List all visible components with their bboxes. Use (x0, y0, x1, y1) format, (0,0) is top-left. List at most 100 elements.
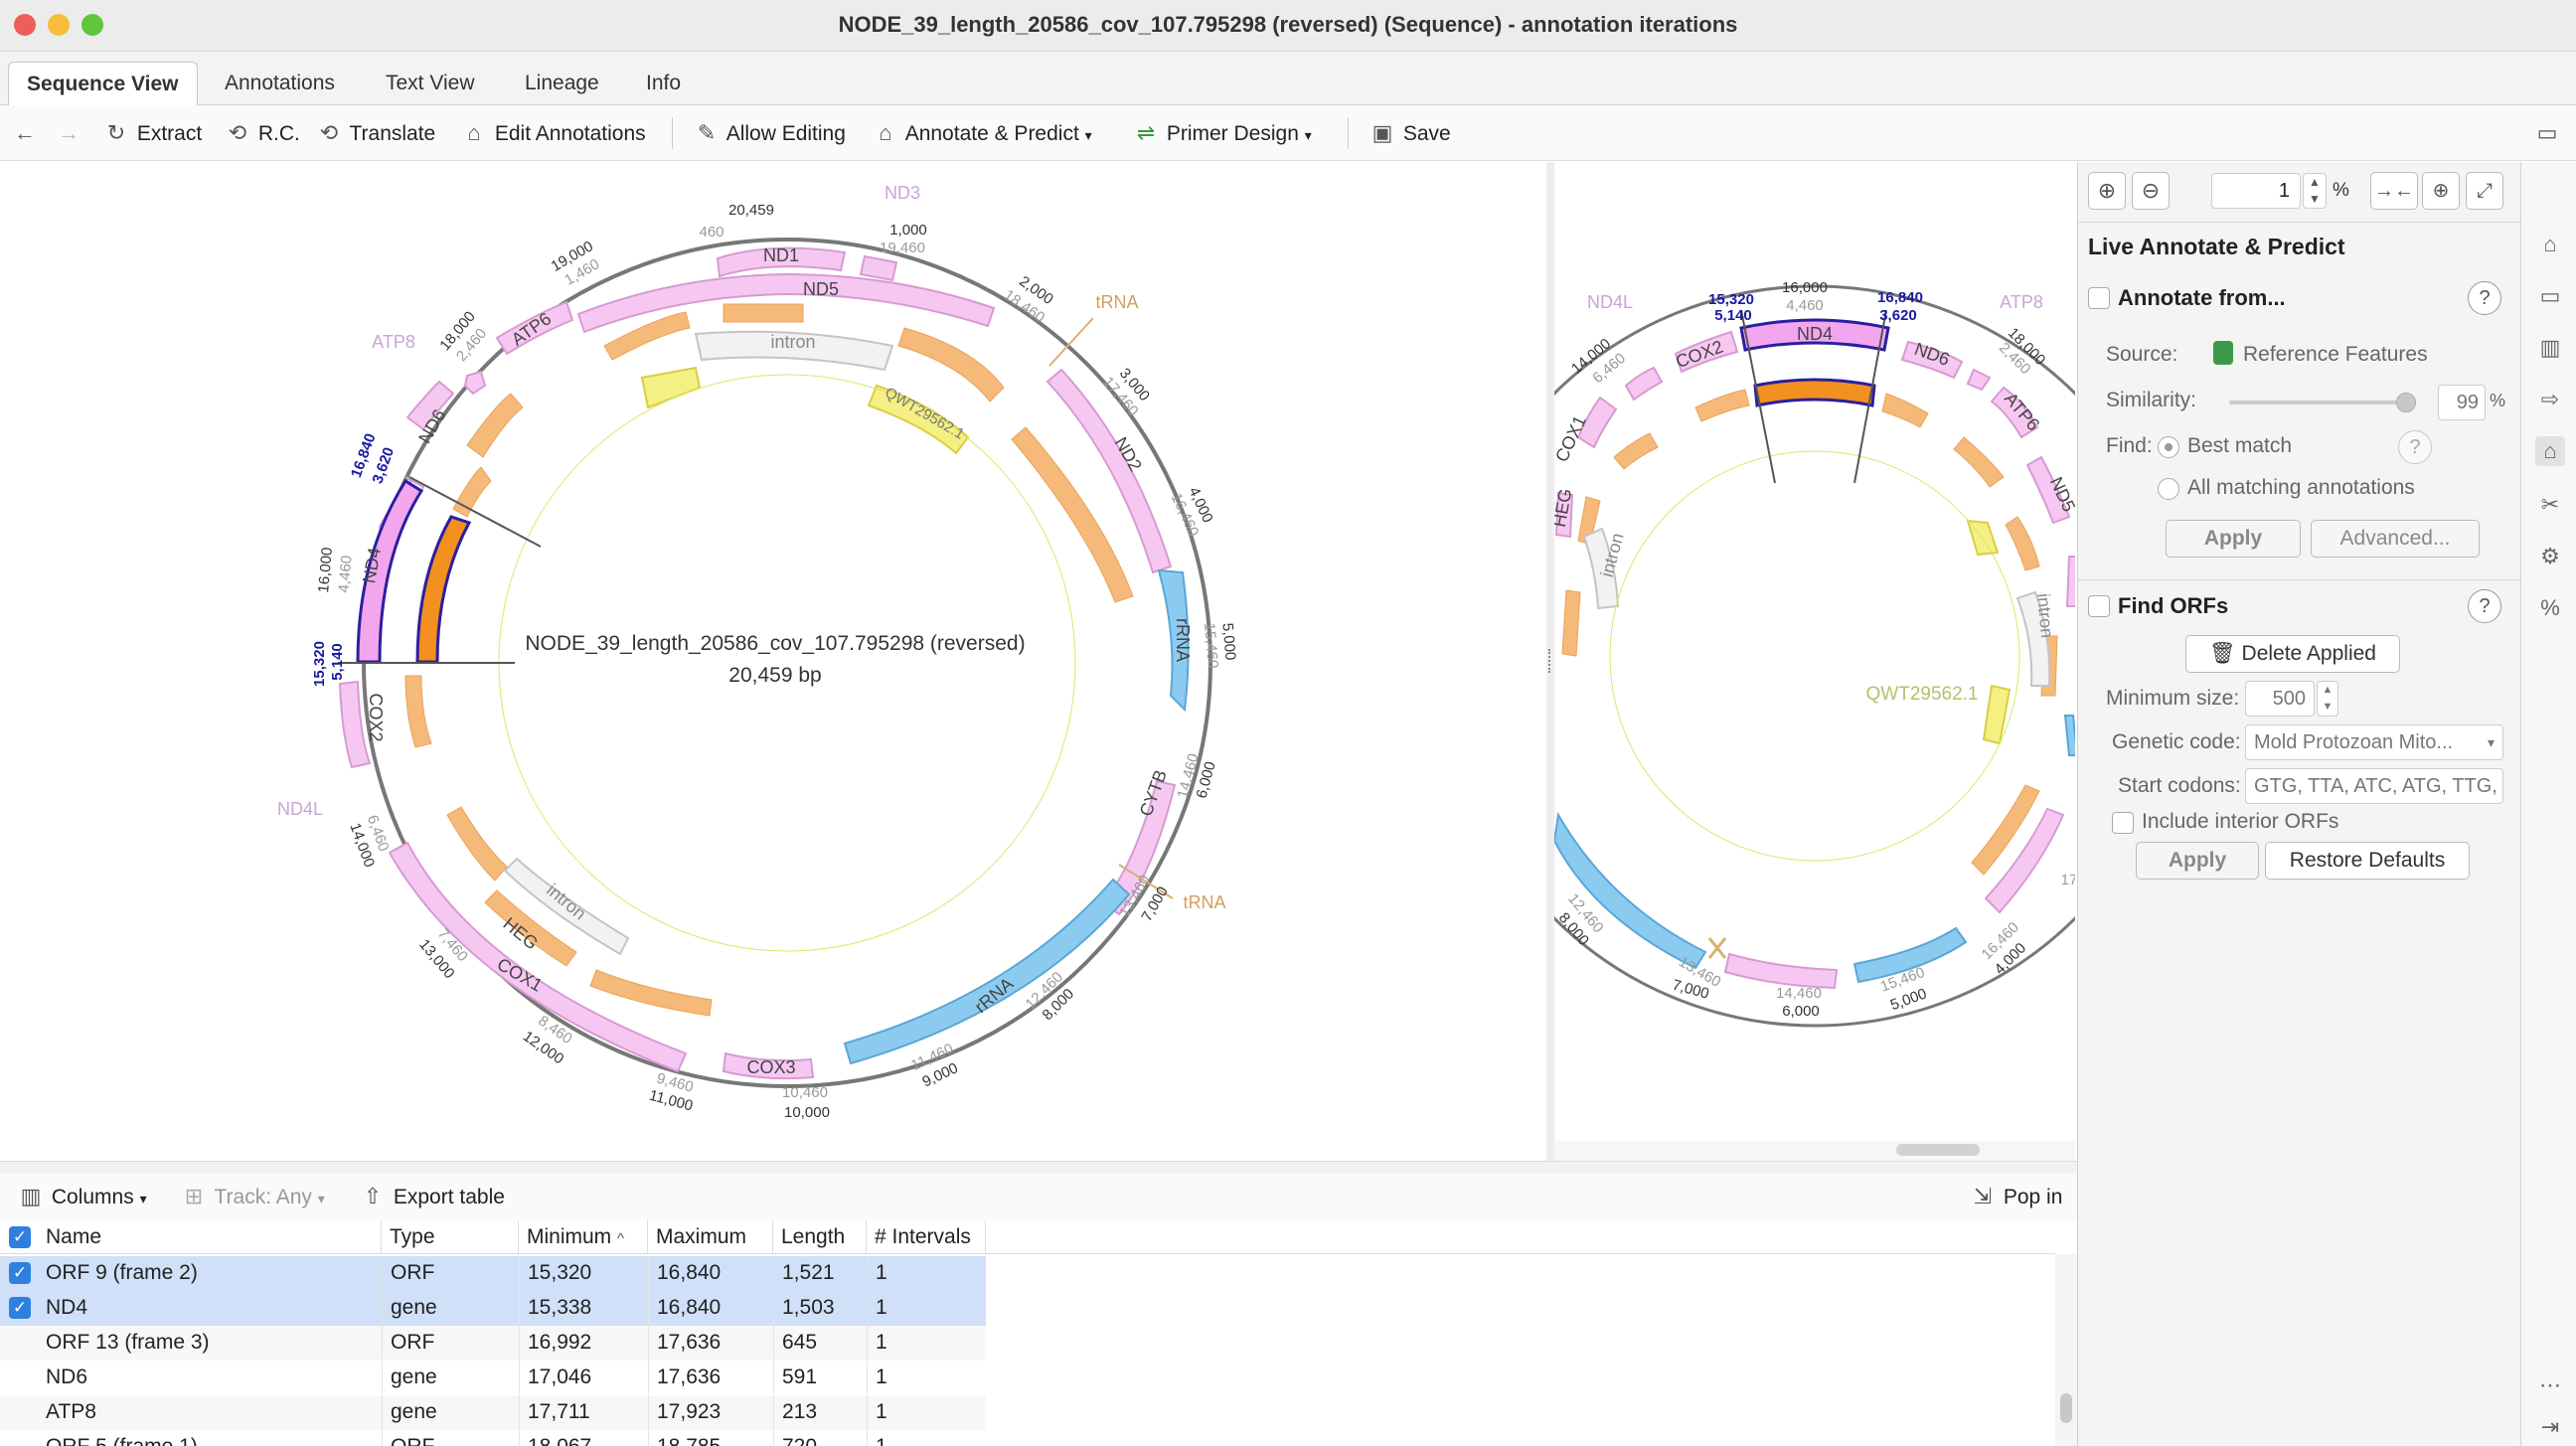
gene-cytb[interactable] (1984, 807, 2065, 914)
table-row[interactable]: ND6 gene 17,046 17,636 591 1 (0, 1361, 986, 1395)
allow-editing-button[interactable]: ✎ Allow Editing (692, 105, 846, 161)
all-matching-radio[interactable] (2158, 478, 2179, 500)
window-mode-button[interactable]: ▭ (2532, 105, 2562, 161)
tab-sequence-view[interactable]: Sequence View (8, 62, 198, 105)
gene-nd4-selected[interactable] (356, 478, 424, 664)
scissors-icon[interactable]: ✂ (2540, 492, 2560, 517)
columns-button[interactable]: ▥ Columns ▾ (16, 1169, 147, 1224)
source-value[interactable]: Reference Features (2243, 343, 2428, 366)
annotate-panel-icon[interactable]: ⌂ (2535, 436, 2565, 466)
gene-cox3[interactable] (722, 1051, 815, 1080)
gene-cox1[interactable] (1576, 396, 1618, 449)
table-scrollbar-thumb[interactable] (2060, 1393, 2072, 1423)
zoomed-view-scrollbar[interactable] (1554, 1141, 2075, 1161)
gene-nd3-segment[interactable] (859, 254, 898, 282)
restore-defaults-button[interactable]: Restore Defaults (2265, 842, 2470, 880)
similarity-slider-thumb[interactable] (2396, 393, 2417, 412)
column-header-type[interactable]: Type (382, 1220, 519, 1254)
gene-nd2[interactable] (1046, 368, 1173, 574)
home-icon[interactable]: ⌂ (2543, 232, 2557, 256)
scrollbar-thumb[interactable] (1896, 1144, 1980, 1156)
start-codons-input[interactable]: GTG, TTA, ATC, ATG, TTG, (2245, 768, 2503, 804)
table-row[interactable]: ORF 5 (frame 1)ORF18,06718,7857201 (0, 1430, 986, 1446)
advanced-button[interactable]: Advanced... (2311, 520, 2480, 558)
orf-7[interactable] (404, 675, 432, 748)
intron-feature-1[interactable] (694, 330, 894, 372)
qwt-feature-2[interactable] (640, 366, 702, 409)
percent-icon[interactable]: % (2540, 595, 2560, 620)
find-orfs-help-button[interactable]: ? (2468, 589, 2501, 623)
arrow-right-icon[interactable]: ⇨ (2540, 387, 2560, 411)
close-window-button[interactable] (14, 14, 36, 36)
translate-button[interactable]: ⟲ Translate (314, 105, 435, 161)
gene-atp8[interactable] (1966, 368, 1992, 392)
gene-nd6[interactable] (1900, 340, 1964, 380)
orf[interactable] (1694, 389, 1750, 422)
annotate-from-help-button[interactable]: ? (2468, 281, 2501, 315)
export-table-button[interactable]: ⇧ Export table (358, 1169, 505, 1224)
monitor-icon[interactable]: ▭ (2539, 283, 2561, 308)
fullscreen-button[interactable]: ⤢ (2466, 172, 2503, 210)
orf[interactable] (2005, 516, 2040, 571)
gene-heg[interactable] (1554, 491, 1574, 539)
tab-lineage[interactable]: Lineage (525, 72, 599, 94)
gene-cox2[interactable] (338, 680, 372, 769)
orf[interactable] (1953, 436, 2005, 488)
orf-8[interactable] (446, 806, 508, 882)
orf[interactable] (1881, 393, 1929, 428)
zoomed-map-view[interactable]: ND4 COX2 ND4L COX1 HEG intron ND6 ATP8 A… (1554, 162, 2075, 1141)
column-header-minimum[interactable]: Minimum ^ (519, 1220, 648, 1254)
gene-nd6[interactable] (405, 380, 455, 431)
intron-feature-2[interactable] (2015, 590, 2051, 687)
orf-9-selected[interactable] (415, 515, 472, 664)
gene-cox3[interactable] (1723, 952, 1839, 990)
gene-nd5[interactable] (576, 272, 996, 334)
best-match-radio[interactable] (2158, 436, 2179, 458)
gene-nd5[interactable] (2025, 455, 2071, 525)
select-all-checkbox[interactable]: ✓ (9, 1226, 31, 1248)
zoom-stepper[interactable]: ▲ ▼ (2303, 173, 2327, 209)
minimize-window-button[interactable] (48, 14, 70, 36)
orf-2[interactable] (723, 303, 804, 323)
column-header-maximum[interactable]: Maximum (648, 1220, 773, 1254)
zoom-in-button[interactable]: ⊕ (2088, 172, 2126, 210)
orf[interactable] (1971, 784, 2040, 876)
gene-atp8[interactable] (463, 370, 487, 396)
fit-selection-button[interactable]: →← (2370, 172, 2418, 210)
edit-annotations-button[interactable]: ⌂ Edit Annotations (459, 105, 645, 161)
gene-nd4l[interactable] (1624, 366, 1664, 402)
view-splitter[interactable] (1546, 162, 1554, 1161)
table-scrollbar[interactable] (2055, 1254, 2077, 1446)
row-checkbox[interactable]: ✓ (9, 1297, 31, 1319)
more-icon[interactable]: ⋯ (2539, 1372, 2561, 1397)
intron-feature[interactable] (1582, 527, 1620, 610)
rc-button[interactable]: ⟲ R.C. (223, 105, 300, 161)
orf[interactable] (1561, 589, 1581, 657)
column-header-intervals[interactable]: # Intervals (867, 1220, 986, 1254)
forward-button[interactable]: → (54, 105, 83, 161)
apply-orfs-button[interactable]: Apply (2136, 842, 2259, 880)
orf-9[interactable] (484, 889, 577, 967)
gene-cox1[interactable] (388, 841, 688, 1073)
table-row[interactable]: ✓ ORF 9 (frame 2) ORF 15,320 16,840 1,521 1 (0, 1256, 986, 1291)
min-size-stepper[interactable]: ▲ ▼ (2317, 681, 2338, 717)
include-interior-checkbox[interactable] (2112, 812, 2134, 834)
annotate-predict-button[interactable]: ⌂ Annotate & Predict ▾ (871, 105, 1091, 161)
rrna-feature[interactable] (1554, 812, 1707, 970)
extract-button[interactable]: ↻ Extract (101, 105, 202, 161)
orf-3[interactable] (897, 327, 1005, 402)
orf-5[interactable] (466, 393, 524, 458)
rrna-feature-2[interactable] (1852, 926, 1968, 984)
gear-icon[interactable]: ⚙ (2540, 544, 2560, 568)
gene-atp6[interactable] (1990, 386, 2039, 439)
row-checkbox[interactable]: ✓ (9, 1262, 31, 1284)
bar-chart-icon[interactable]: ▥ (2539, 335, 2561, 360)
tab-annotations[interactable]: Annotations (225, 72, 335, 94)
annotations-table[interactable]: ✓ Name Type Minimum ^ Maximum Length # I… (0, 1220, 2077, 1446)
circular-map-view[interactable]: ND1 ND5 intron ND3 tRNA ND2 rRNA CYTB tR… (0, 162, 1546, 1161)
back-button[interactable]: ← (10, 105, 40, 161)
delete-applied-button[interactable]: 🗑 Delete Applied (2185, 635, 2400, 673)
gene-nd4-selected[interactable] (1739, 318, 1890, 352)
column-header-length[interactable]: Length (773, 1220, 867, 1254)
find-orfs-checkbox[interactable] (2088, 595, 2110, 617)
